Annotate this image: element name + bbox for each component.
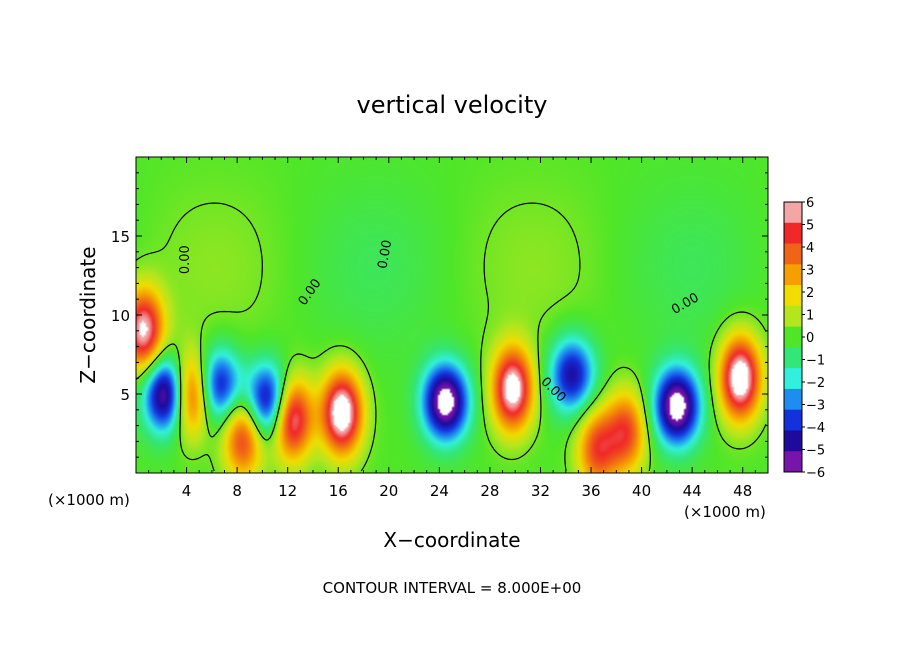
colorbar-swatch: [784, 222, 802, 245]
x-tick-label: 20: [379, 482, 398, 500]
x-axis-ticks: 4 8 12 16 20 24 28 32 36 40 44 48: [148, 157, 756, 500]
x-tick-label: 24: [430, 482, 449, 500]
contour-interval-note: CONTOUR INTERVAL = 8.000E+00: [323, 579, 582, 597]
colorbar-label: 6: [806, 196, 814, 211]
y-tick-label: 15: [111, 228, 130, 246]
colorbar-swatch: [784, 305, 802, 328]
x-tick-label: 36: [581, 482, 600, 500]
y-axis-label: Z−coordinate: [76, 246, 100, 383]
colorbar-label: −4: [806, 421, 825, 436]
colorbar-swatch: [784, 430, 802, 452]
colorbar-label: −6: [806, 466, 825, 481]
y-axis-ticks: 5 10 15: [111, 172, 768, 458]
colorbar-swatch: [784, 202, 802, 224]
colorbar-label: −5: [806, 444, 825, 459]
x-tick-label: 8: [232, 482, 242, 500]
colorbar-label: 2: [806, 286, 814, 301]
colorbar-label: −3: [806, 399, 825, 414]
contour-label: 0.00: [375, 239, 395, 270]
x-axis-label: X−coordinate: [383, 528, 520, 552]
colorbar-label: 1: [806, 309, 814, 324]
x-tick-label: 12: [278, 482, 297, 500]
colorbar-swatch: [784, 388, 802, 411]
colorbar-swatch: [784, 368, 802, 390]
colorbar-swatch: [784, 451, 802, 473]
velocity-field-image: [136, 157, 768, 473]
colorbar: 6 5 4 3 2 1 0 −1 −2 −3 −4 −5 −6: [783, 196, 825, 481]
colorbar-label: −2: [806, 376, 825, 391]
x-unit-right: (×1000 m): [684, 503, 766, 521]
contour-label: 0.00: [178, 245, 193, 274]
x-tick-label: 40: [632, 482, 651, 500]
colorbar-label: 3: [806, 264, 814, 279]
x-tick-label: 4: [182, 482, 192, 500]
zero-contours: [136, 202, 767, 472]
colorbar-label: 4: [806, 241, 814, 256]
x-tick-label: 32: [531, 482, 550, 500]
x-tick-label: 16: [329, 482, 348, 500]
chart-title: vertical velocity: [357, 91, 548, 119]
x-tick-label: 44: [683, 482, 702, 500]
y-tick-label: 5: [120, 386, 130, 404]
colorbar-swatch: [784, 243, 802, 265]
colorbar-label: 0: [806, 331, 814, 346]
colorbar-label: −1: [806, 354, 825, 369]
colorbar-swatch: [784, 347, 802, 369]
x-tick-label: 48: [733, 482, 752, 500]
colorbar-swatch: [784, 264, 802, 286]
colorbar-label: 5: [806, 219, 814, 234]
x-unit-left: (×1000 m): [48, 491, 130, 509]
y-tick-label: 10: [111, 307, 130, 325]
colorbar-swatch: [784, 409, 802, 431]
colorbar-swatch: [784, 285, 802, 307]
x-tick-label: 28: [480, 482, 499, 500]
contour-line: [136, 202, 767, 472]
colorbar-swatch: [784, 326, 802, 348]
